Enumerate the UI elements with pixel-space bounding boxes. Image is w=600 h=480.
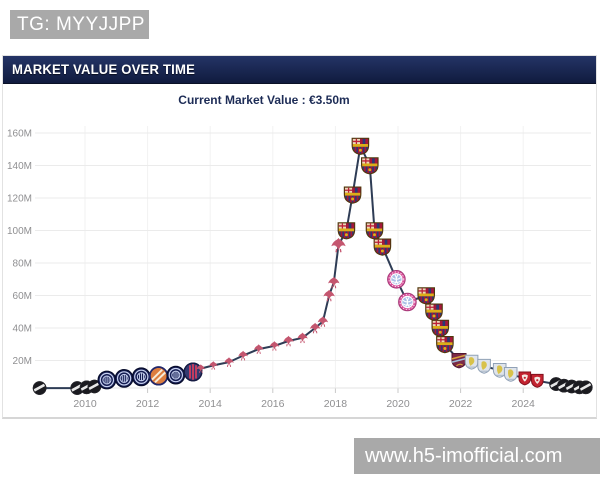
aston-villa-light-badge[interactable] <box>503 367 518 382</box>
aston-villa-light-badge[interactable] <box>477 358 491 374</box>
y-axis-tick-label: 120M <box>7 194 32 205</box>
y-axis-tick-label: 60M <box>13 291 32 302</box>
barcelona-badge[interactable] <box>435 335 455 354</box>
liverpool-badge[interactable] <box>269 340 280 352</box>
vasco-badge[interactable] <box>31 380 48 396</box>
aston-villa-badge[interactable] <box>451 352 467 369</box>
inter-badge[interactable] <box>131 367 151 387</box>
market-value-panel: MARKET VALUE OVER TIME Current Market Va… <box>2 55 597 419</box>
panel-title: MARKET VALUE OVER TIME <box>12 62 195 77</box>
liverpool-badge[interactable] <box>327 276 341 289</box>
espanyol-badge[interactable] <box>148 366 169 386</box>
market-value-chart: 2010 2012 2014 2016 2018 2020 2022 2024 20M 40M 60… <box>3 110 596 418</box>
liverpool-badge[interactable] <box>253 343 264 355</box>
club-badges-layer <box>31 137 594 396</box>
market-value-line <box>38 145 587 390</box>
barcelona-badge[interactable] <box>431 319 450 338</box>
al-duhail-badge[interactable] <box>531 373 544 388</box>
barcelona-badge[interactable] <box>373 238 392 257</box>
liverpool-badge[interactable] <box>223 356 235 368</box>
inter-badge[interactable] <box>97 370 117 390</box>
x-axis-tick-label: 2020 <box>386 398 410 410</box>
x-axis-tick-label: 2010 <box>73 398 97 410</box>
market-value-chart-svg: 2010 2012 2014 2016 2018 2020 2022 2024 20M 40M 60… <box>7 126 594 411</box>
y-axis-tick-label: 140M <box>7 161 32 172</box>
watermark-website-badge: www.h5-imofficial.com <box>354 438 600 474</box>
inter-badge[interactable] <box>114 369 134 388</box>
panel-header: MARKET VALUE OVER TIME <box>3 56 596 84</box>
y-axis-tick-label: 160M <box>7 129 32 140</box>
al-duhail-badge[interactable] <box>518 371 532 386</box>
barcelona-badge[interactable] <box>424 303 444 322</box>
vasco-badge[interactable] <box>578 379 594 395</box>
inter-badge[interactable] <box>166 365 186 385</box>
current-market-value-text: Current Market Value : €3.50m <box>178 93 350 107</box>
bayern-badge[interactable] <box>398 292 417 312</box>
watermark-telegram-text: TG: MYYJJPP <box>17 14 145 35</box>
bayern-badge[interactable] <box>387 270 406 289</box>
x-axis-tick-label: 2016 <box>261 398 285 410</box>
x-axis-tick-label: 2018 <box>324 398 348 410</box>
current-market-value-label: Current Market Value : €3.50m <box>3 93 525 107</box>
barcelona-badge[interactable] <box>337 221 356 240</box>
watermark-website-text: www.h5-imofficial.com <box>365 445 563 467</box>
barcelona-badge[interactable] <box>360 156 379 175</box>
watermark-telegram-badge: TG: MYYJJPP <box>10 10 149 39</box>
x-axis-tick-label: 2024 <box>512 398 536 410</box>
barcelona-badge[interactable] <box>343 186 362 205</box>
liverpool-badge[interactable] <box>237 350 249 361</box>
aston-villa-light-badge[interactable] <box>464 354 479 370</box>
y-axis-tick-label: 40M <box>13 324 32 335</box>
barcelona-badge[interactable] <box>417 286 436 305</box>
x-axis-tick-label: 2012 <box>136 398 160 410</box>
x-axis-tick-label: 2022 <box>449 398 473 410</box>
y-axis-tick-label: 100M <box>7 226 32 237</box>
x-axis-tick-label: 2014 <box>199 398 223 410</box>
liverpool-badge[interactable] <box>282 335 295 347</box>
liverpool-badge[interactable] <box>330 237 347 253</box>
barcelona-badge[interactable] <box>365 221 384 240</box>
y-axis-tick-label: 20M <box>13 356 32 367</box>
axis-labels-layer: 2010 2012 2014 2016 2018 2020 2022 2024 20M 40M 60… <box>7 129 535 411</box>
barcelona-badge[interactable] <box>351 137 370 156</box>
liverpool-badge[interactable] <box>322 289 336 302</box>
chart-gridlines <box>35 126 591 393</box>
y-axis-tick-label: 80M <box>13 259 32 270</box>
